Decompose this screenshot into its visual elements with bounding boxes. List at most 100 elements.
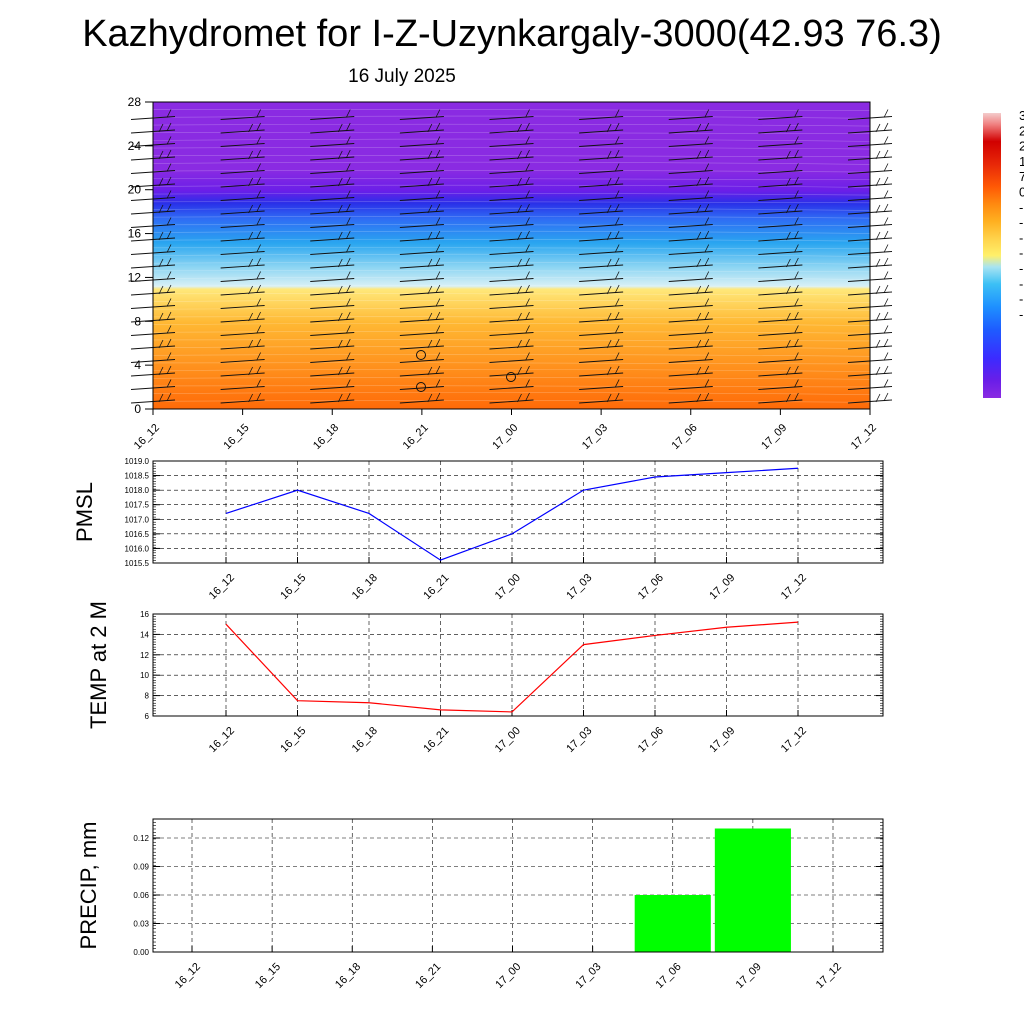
wind-barb-feather: [614, 325, 620, 334]
contour-line: [152, 339, 871, 342]
wind-barb-feather: [525, 311, 530, 321]
wind-barb-feather: [794, 176, 799, 186]
wind-barb-feather: [345, 298, 351, 307]
wind-barb-feather: [614, 176, 620, 186]
wind-barb-feather: [614, 244, 620, 253]
wind-barb-feather: [704, 217, 710, 226]
wind-barb-feather: [704, 325, 710, 334]
wind-barb-feather: [614, 149, 620, 159]
wind-barb-feather: [158, 312, 164, 322]
wind-barb-feather: [435, 311, 441, 321]
wind-barb-feather: [166, 203, 172, 213]
wind-barb-column: [668, 109, 713, 404]
contour-line: [152, 230, 871, 234]
wind-barb-feather: [345, 325, 351, 334]
wind-barb-feather: [248, 177, 253, 187]
wind-barb-feather: [794, 149, 799, 159]
y-axis-label: TEMP at 2 M: [86, 601, 111, 729]
wind-barb-feather: [166, 244, 172, 253]
wind-barb-feather: [345, 284, 351, 294]
wind-barb-feather: [883, 176, 889, 186]
wind-barb-feather: [875, 366, 881, 376]
wind-barb-feather: [875, 393, 881, 403]
y-tick-label: 1018.0: [125, 486, 150, 495]
wind-barb-feather: [786, 393, 791, 403]
wind-barb-feather: [435, 230, 441, 240]
wind-barb-feather: [256, 203, 261, 213]
wind-barb-feather: [883, 203, 889, 213]
wind-barb-feather: [606, 285, 612, 295]
contour-line: [152, 354, 871, 357]
wind-barb-feather: [794, 284, 799, 294]
contour-line: [152, 178, 871, 181]
page-title: Kazhydromet for I-Z-Uzynkargaly-3000(42.…: [82, 13, 942, 55]
wind-barb-feather: [525, 325, 530, 334]
contour-line: [152, 316, 871, 319]
wind-barb-feather: [696, 231, 702, 241]
wind-barb-feather: [614, 217, 620, 226]
wind-barb-feather: [614, 122, 620, 132]
wind-barb-feather: [875, 123, 881, 133]
wind-barb-feather: [345, 352, 351, 361]
wind-barb-feather: [704, 365, 710, 375]
wind-barb-feather: [158, 393, 164, 403]
wind-barb-feather: [525, 122, 530, 132]
wind-barb-feather: [248, 312, 253, 322]
wind-barb-feather: [614, 379, 620, 388]
y-tick-label: 16: [140, 610, 149, 619]
wind-barb-feather: [427, 150, 433, 160]
wind-barb-feather: [786, 258, 791, 268]
wind-barb-feather: [883, 325, 889, 334]
wind-barb-feather: [883, 365, 889, 375]
wind-barb-feather: [704, 298, 710, 307]
wind-barb-feather: [786, 177, 791, 187]
wind-barb-feather: [166, 230, 172, 240]
wind-barb-feather: [345, 217, 351, 226]
wind-barb-feather: [696, 312, 702, 322]
wind-barb-feather: [166, 352, 172, 361]
wind-barb-feather: [166, 190, 172, 199]
wind-barb-feather: [248, 258, 253, 268]
wind-barb-feather: [794, 352, 799, 361]
wind-barb-feather: [883, 298, 889, 307]
wind-barb-feather: [166, 176, 172, 186]
temp-panel: 6 8 10 12 14 16 16_12 16_15 16_18 16_21 17_00 17_03…: [86, 601, 884, 755]
wind-barb-column: [579, 109, 624, 404]
wind-barb-feather: [345, 379, 351, 388]
wind-barb-feather: [435, 163, 441, 172]
wind-barb-feather: [614, 163, 620, 172]
wind-barb-feather: [794, 109, 799, 118]
wind-barb-feather: [166, 257, 172, 267]
contour-line: [152, 262, 871, 265]
wind-barb-feather: [166, 311, 172, 321]
wind-barb-feather: [517, 366, 522, 376]
wind-barb-feather: [525, 271, 530, 280]
contour-line: [152, 132, 871, 134]
contour-line: [152, 276, 871, 280]
wind-barb-feather: [435, 379, 441, 388]
wind-barb-feather: [614, 271, 620, 280]
wind-barb-feather: [337, 339, 343, 349]
wind-barb-feather: [614, 203, 620, 213]
contour-line: [152, 253, 871, 257]
wind-barb-feather: [158, 339, 164, 349]
pmsl-panel: 1015.5 1016.0 1016.5 1017.0 1017.5 1018.0 1018…: [72, 457, 884, 602]
contour-line: [152, 138, 871, 142]
wind-barb-feather: [606, 339, 612, 349]
wind-barb-feather: [794, 257, 799, 267]
wind-barb-feather: [606, 231, 612, 241]
colorbar-label: -: [1019, 200, 1023, 215]
wind-barb-feather: [606, 123, 612, 133]
wind-barb-feather: [427, 231, 433, 241]
wind-barb-feather: [704, 203, 710, 213]
calm-wind-circle: [416, 382, 426, 392]
wind-barb-feather: [794, 325, 799, 334]
wind-barb-feather: [696, 177, 702, 187]
colorbar-label: 0: [1019, 185, 1024, 200]
y-tick-label: 8: [145, 692, 150, 701]
wind-barb-feather: [696, 150, 702, 160]
wind-barb-feather: [794, 392, 799, 402]
x-tick-label: 17_00: [493, 572, 523, 602]
wind-barb-feather: [794, 217, 799, 226]
wind-barb-feather: [883, 271, 889, 280]
